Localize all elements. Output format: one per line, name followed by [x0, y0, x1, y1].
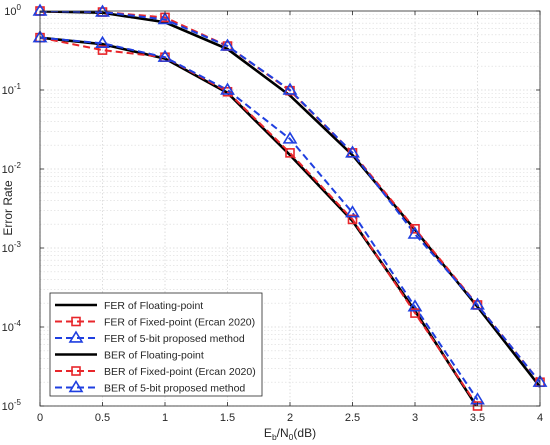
legend-box [49, 292, 263, 397]
data-point-2-2 [157, 11, 173, 25]
x-tick-label: 2 [287, 412, 293, 424]
x-tick-label: 1 [162, 412, 168, 424]
data-point-5-5 [345, 205, 360, 218]
data-point-5-6 [407, 299, 423, 312]
x-tick-label: 4 [537, 412, 543, 424]
legend-label-3: BER of Floating-point [104, 350, 204, 362]
y-axis-label: Error Rate [1, 180, 15, 236]
series-line-3 [40, 36, 478, 406]
legend-label-5: BER of 5-bit proposed method [104, 383, 245, 395]
legend: FER of Floating-point FER of Fixed-point … [49, 292, 263, 397]
series-line-2 [40, 11, 540, 383]
legend-marker-4 [71, 366, 81, 376]
y-tick-label: 10-5 [2, 398, 22, 413]
x-axis-ticks: 0 0.5 1 1.5 2 2.5 3 3.5 4 [37, 11, 543, 424]
y-tick-label: 10-2 [2, 161, 22, 176]
x-tick-label: 0.5 [95, 412, 110, 424]
x-axis-label: Eb/N0(dB) [264, 426, 316, 442]
data-point-4-5 [347, 214, 358, 225]
x-tick-label: 3 [412, 412, 418, 424]
legend-marker-2 [68, 330, 84, 343]
data-point-4-4 [285, 148, 295, 158]
series-line-5 [40, 36, 479, 401]
x-tick-label: 3.5 [470, 412, 485, 424]
data-point-2-7 [470, 297, 485, 310]
y-axis-ticks: 100 10-1 10-2 10-3 10-4 10-5 [2, 3, 540, 413]
data-point-5-3 [220, 82, 235, 95]
data-point-2-5 [345, 145, 360, 158]
data-point-2-4 [282, 82, 298, 95]
grid [39, 11, 541, 407]
y-tick-label: 100 [4, 3, 21, 18]
series-layer [40, 11, 540, 406]
x-tick-label: 2.5 [345, 412, 360, 424]
y-tick-label: 10-3 [2, 240, 22, 255]
legend-marker-1 [71, 316, 81, 327]
x-tick-label: 1.5 [220, 412, 235, 424]
x-tick-label: 0 [37, 412, 43, 424]
data-point-2-6 [407, 226, 423, 239]
data-point-1-6 [410, 223, 420, 234]
legend-marker-5 [68, 379, 84, 393]
y-tick-label: 10-4 [2, 319, 22, 334]
data-point-5-1 [95, 35, 110, 49]
legend-label-4: BER of Fixed-point (Ercan 2020) [104, 366, 256, 378]
data-point-4-1 [97, 45, 108, 55]
data-point-4-6 [410, 308, 420, 318]
data-point-5-2 [157, 49, 173, 62]
data-point-2-3 [220, 38, 235, 51]
data-point-5-4 [282, 131, 298, 144]
legend-label-0: FER of Floating-point [104, 300, 203, 312]
y-tick-label: 10-1 [2, 82, 22, 97]
legend-label-1: FER of Fixed-point (Ercan 2020) [104, 317, 255, 329]
legend-label-2: FER of 5-bit proposed method [104, 333, 245, 345]
